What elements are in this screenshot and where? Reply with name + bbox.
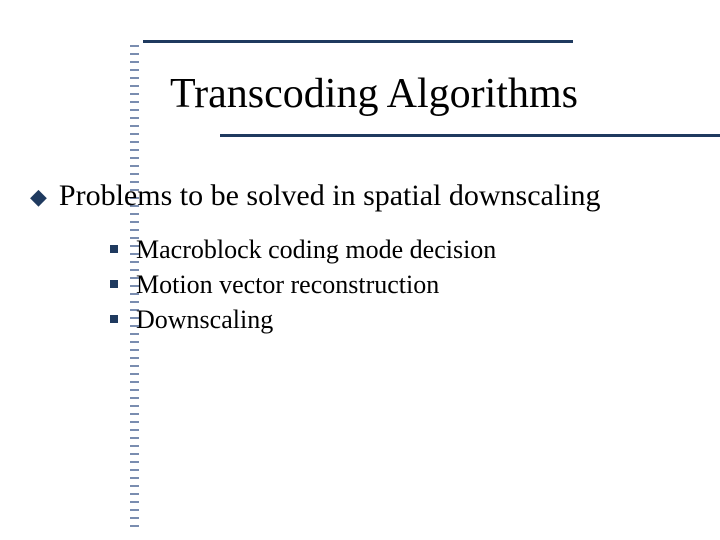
slide: Transcoding Algorithms ◆ Problems to be … xyxy=(0,0,720,540)
bullet-level1: ◆ Problems to be solved in spatial downs… xyxy=(30,178,690,214)
slide-body: ◆ Problems to be solved in spatial downs… xyxy=(30,178,690,337)
sub-bullet-text: Macroblock coding mode decision xyxy=(136,232,496,267)
sub-bullet-text: Downscaling xyxy=(136,302,273,337)
bullet-level2: Macroblock coding mode decision xyxy=(110,232,690,267)
bullet-level2: Downscaling xyxy=(110,302,690,337)
title-under-rule xyxy=(220,134,720,137)
square-bullet-icon xyxy=(110,280,118,288)
square-bullet-icon xyxy=(110,245,118,253)
sub-bullet-text: Motion vector reconstruction xyxy=(136,267,439,302)
title-top-rule xyxy=(143,40,573,43)
bullet-text: Problems to be solved in spatial downsca… xyxy=(59,178,601,214)
square-bullet-icon xyxy=(110,315,118,323)
slide-title: Transcoding Algorithms xyxy=(170,70,578,118)
bullet-level2: Motion vector reconstruction xyxy=(110,267,690,302)
sub-bullet-list: Macroblock coding mode decision Motion v… xyxy=(110,232,690,337)
diamond-bullet-icon: ◆ xyxy=(30,184,47,210)
